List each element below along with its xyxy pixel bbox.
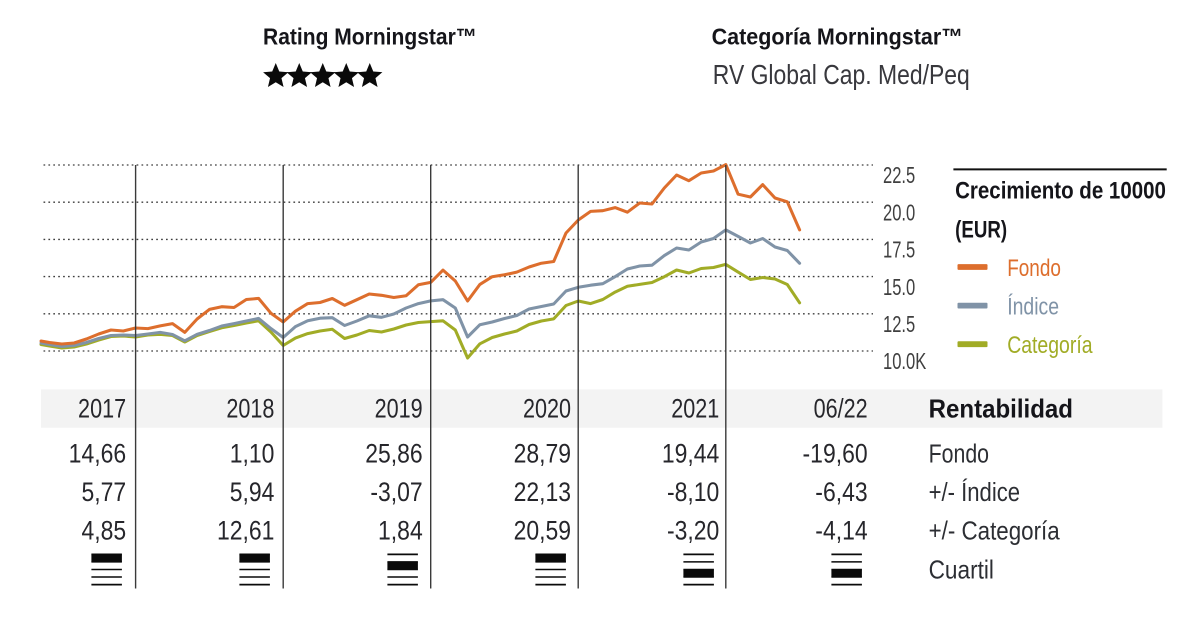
svg-text:19,44: 19,44 [662, 439, 719, 469]
svg-text:15.0: 15.0 [883, 275, 915, 300]
svg-text:Fondo: Fondo [929, 439, 989, 469]
svg-text:5,77: 5,77 [81, 477, 126, 507]
svg-text:Fondo: Fondo [1007, 254, 1061, 282]
svg-text:Rating Morningstar™: Rating Morningstar™ [263, 24, 477, 50]
svg-text:22.5: 22.5 [883, 164, 915, 189]
svg-text:14,66: 14,66 [69, 439, 126, 469]
svg-text:2019: 2019 [375, 394, 423, 424]
svg-text:1,84: 1,84 [378, 516, 423, 546]
svg-text:2017: 2017 [78, 394, 126, 424]
svg-text:Rentabilidad: Rentabilidad [929, 395, 1073, 424]
svg-text:20.0: 20.0 [883, 201, 915, 226]
svg-text:12.5: 12.5 [883, 312, 915, 337]
svg-text:2021: 2021 [671, 394, 719, 424]
svg-text:Categoría: Categoría [1007, 331, 1093, 358]
svg-text:-6,43: -6,43 [815, 477, 867, 507]
svg-text:RV Global Cap. Med/Peq: RV Global Cap. Med/Peq [713, 60, 970, 91]
svg-text:Categoría Morningstar™: Categoría Morningstar™ [712, 24, 963, 50]
svg-text:2018: 2018 [226, 394, 274, 424]
svg-text:-19,60: -19,60 [803, 439, 868, 469]
svg-text:Crecimiento de 10000: Crecimiento de 10000 [955, 177, 1166, 204]
svg-text:-8,10: -8,10 [667, 477, 719, 507]
svg-text:22,13: 22,13 [514, 477, 571, 507]
svg-text:10.0K: 10.0K [883, 350, 927, 375]
svg-text:12,61: 12,61 [217, 516, 274, 546]
svg-text:Cuartil: Cuartil [929, 556, 994, 585]
svg-text:+/- Categoría: +/- Categoría [929, 517, 1061, 546]
svg-text:20,59: 20,59 [514, 516, 571, 546]
svg-text:4,85: 4,85 [81, 516, 126, 546]
svg-text:-3,07: -3,07 [370, 477, 422, 507]
svg-text:28,79: 28,79 [514, 439, 571, 469]
svg-text:5,94: 5,94 [230, 477, 275, 507]
svg-text:-4,14: -4,14 [815, 516, 867, 546]
svg-text:-3,20: -3,20 [667, 516, 719, 546]
svg-text:25,86: 25,86 [365, 439, 422, 469]
svg-text:2020: 2020 [523, 394, 571, 424]
svg-text:Índice: Índice [1007, 293, 1059, 320]
svg-text:17.5: 17.5 [883, 238, 915, 263]
svg-text:06/22: 06/22 [814, 394, 868, 424]
svg-text:1,10: 1,10 [230, 439, 275, 469]
svg-text:+/- Índice: +/- Índice [929, 478, 1020, 507]
svg-text:(EUR): (EUR) [955, 216, 1007, 243]
